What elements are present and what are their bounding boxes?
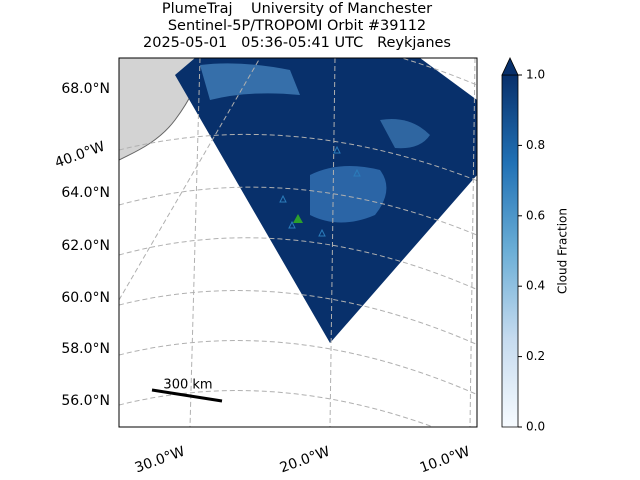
title-line: Sentinel-5P/TROPOMI Orbit #39112 [168,18,426,34]
lat-label: 64.0°N [61,185,110,201]
colorbar: Cloud Fraction 0.0 0.2 0.4 0.6 0.8 1.0 [501,57,570,434]
title-line: PlumeTraj University of Manchester [162,1,432,17]
target-volcano [293,214,303,223]
colorbar-body [501,74,519,428]
map-frame [118,57,478,428]
colorbar-tick-label: 0.2 [526,349,545,363]
lat-label: 60.0°N [61,290,110,306]
colorbar-tick-label: 0.4 [526,279,545,293]
colorbar-extend [501,57,519,76]
colorbar-tick-label: 0.0 [526,420,545,434]
cloud-patch [310,166,387,223]
lat-label: 68.0°N [61,81,110,97]
lon-label: 20.0°W [278,444,332,477]
colorbar-tick-label: 1.0 [526,68,545,82]
volcano-markers [279,145,361,237]
scale-bar-label: 300 km [163,378,212,393]
lon-label: 30.0°W [133,444,187,477]
lat-label: 58.0°N [61,341,110,357]
lon-label: 10.0°W [418,444,472,477]
lat-label: 62.0°N [61,238,110,254]
title-line: 2025-05-01 05:36-05:41 UTC Reykjanes [143,35,451,51]
lon-label: 40.0°W [53,139,107,172]
map-area: 300 km [119,58,477,427]
cloud-patch [200,63,300,100]
colorbar-label: Cloud Fraction [556,208,570,294]
graticule [119,58,477,427]
scale-bar [151,388,223,403]
colorbar-tick-label: 0.6 [526,208,545,222]
colorbar-tick-label: 0.8 [526,138,545,152]
lat-label: 56.0°N [61,393,110,409]
cloud-patch [380,119,430,149]
